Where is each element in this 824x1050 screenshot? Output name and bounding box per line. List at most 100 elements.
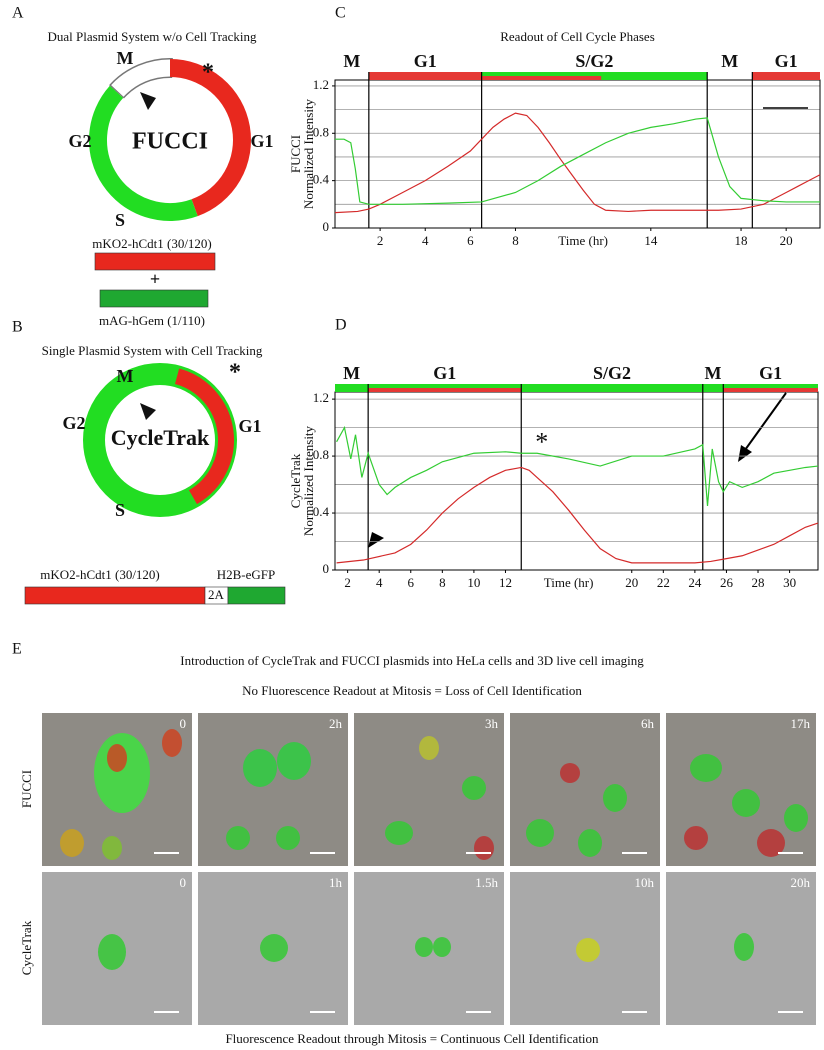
arrowhead: [140, 403, 156, 420]
cell: [734, 933, 754, 961]
panel-label: B: [12, 319, 23, 336]
diagram-arcs: [83, 58, 251, 517]
cell: [757, 829, 785, 857]
x-tick-label: 2: [377, 233, 384, 248]
time-label: 1h: [329, 875, 343, 890]
panel-footer: Fluorescence Readout through Mitosis = C…: [225, 1031, 599, 1046]
y-tick-label: 0.4: [313, 172, 330, 187]
time-label: 6h: [641, 716, 655, 731]
x-tick-label: 6: [408, 575, 415, 590]
y-tick-label: 0.8: [313, 447, 329, 462]
cell: [98, 934, 126, 970]
cell: [226, 826, 250, 850]
arrow: [744, 392, 787, 451]
y-tick-label: 0: [323, 561, 330, 576]
arc-g1: [169, 59, 251, 217]
x-axis-label: Time (hr): [544, 575, 594, 590]
time-label: 17h: [791, 716, 811, 731]
cell: [243, 749, 277, 787]
micrograph: [198, 713, 348, 866]
arc-g1: [174, 368, 234, 505]
data-line: [336, 425, 819, 506]
phase-bar: [752, 72, 820, 80]
phase-label: S: [115, 500, 125, 520]
cell: [260, 934, 288, 962]
data-line: [335, 117, 820, 205]
panel-subtitle: No Fluorescence Readout at Mitosis = Los…: [242, 683, 582, 698]
plot-frame: [334, 79, 821, 229]
x-tick-label: 12: [499, 575, 512, 590]
x-tick-label: 8: [512, 233, 519, 248]
x-tick-label: 28: [752, 575, 765, 590]
y-tick-label: 1.2: [313, 390, 329, 405]
cell: [784, 804, 808, 832]
arc-m: [111, 59, 172, 97]
phase-label: S: [115, 210, 125, 230]
cell: [277, 742, 311, 780]
construct-bar: [99, 289, 209, 308]
x-tick-label: 2: [344, 575, 351, 590]
row-label: FUCCI: [19, 770, 34, 808]
phase-bar: [335, 384, 818, 392]
x-tick-label: 10: [467, 575, 480, 590]
cell: [462, 776, 486, 800]
y-axis-label: CycleTrak: [288, 453, 303, 508]
x-tick-label: 8: [439, 575, 446, 590]
construct-label: mKO2-hCdt1 (30/120): [92, 236, 212, 251]
phase-label: S/G2: [575, 51, 613, 71]
panel-label: E: [12, 641, 22, 658]
phase-label: G1: [759, 363, 782, 383]
y-tick-label: 0.8: [313, 124, 329, 139]
panel-title: Single Plasmid System with Cell Tracking: [42, 343, 263, 358]
cell: [684, 826, 708, 850]
phase-bar: [481, 76, 602, 80]
cell: [94, 733, 150, 813]
cell: [560, 763, 580, 783]
construct-bar: [94, 252, 216, 271]
plot-frame: [334, 391, 819, 571]
construct-label: mKO2-hCdt1 (30/120): [40, 567, 160, 582]
time-label: 0: [180, 875, 187, 890]
cell: [107, 744, 127, 772]
cell: [690, 754, 722, 782]
phase-label: G1: [433, 363, 456, 383]
time-label: 1.5h: [475, 875, 498, 890]
cell: [276, 826, 300, 850]
cell: [385, 821, 413, 845]
x-tick-label: 4: [376, 575, 383, 590]
diagram-center: FUCCI: [132, 129, 208, 155]
x-tick-label: 20: [625, 575, 638, 590]
phase-label: G2: [62, 413, 85, 433]
panel-title: Dual Plasmid System w/o Cell Tracking: [47, 29, 257, 44]
time-label: 2h: [329, 716, 343, 731]
cell: [732, 789, 760, 817]
cell: [60, 829, 84, 857]
construct-label: H2B-eGFP: [217, 567, 276, 582]
phase-bar: [723, 388, 818, 392]
construct-bar: [227, 586, 286, 605]
phase-label: M: [705, 363, 722, 383]
x-tick-label: 30: [783, 575, 796, 590]
y-tick-label: 0.4: [313, 504, 330, 519]
phase-label: G1: [238, 416, 261, 436]
cell: [576, 938, 600, 962]
x-tick-label: 4: [422, 233, 429, 248]
time-label: 20h: [791, 875, 811, 890]
x-tick-label: 18: [735, 233, 748, 248]
phase-label: M: [721, 51, 738, 71]
phase-label: M: [343, 51, 360, 71]
time-label: 10h: [635, 875, 655, 890]
x-tick-label: 20: [780, 233, 793, 248]
phase-label: M: [343, 363, 360, 383]
arrowhead: [738, 445, 752, 462]
x-tick-label: 22: [657, 575, 670, 590]
asterisk: *: [229, 360, 241, 386]
cell: [415, 937, 433, 957]
row-label: CycleTrak: [19, 920, 34, 975]
diagram-center: CycleTrak: [111, 425, 210, 450]
data-line: [334, 112, 821, 214]
chart-title: Readout of Cell Cycle Phases: [500, 29, 655, 44]
cell: [603, 784, 627, 812]
time-label: 0: [180, 716, 187, 731]
phase-label: G2: [68, 131, 91, 151]
